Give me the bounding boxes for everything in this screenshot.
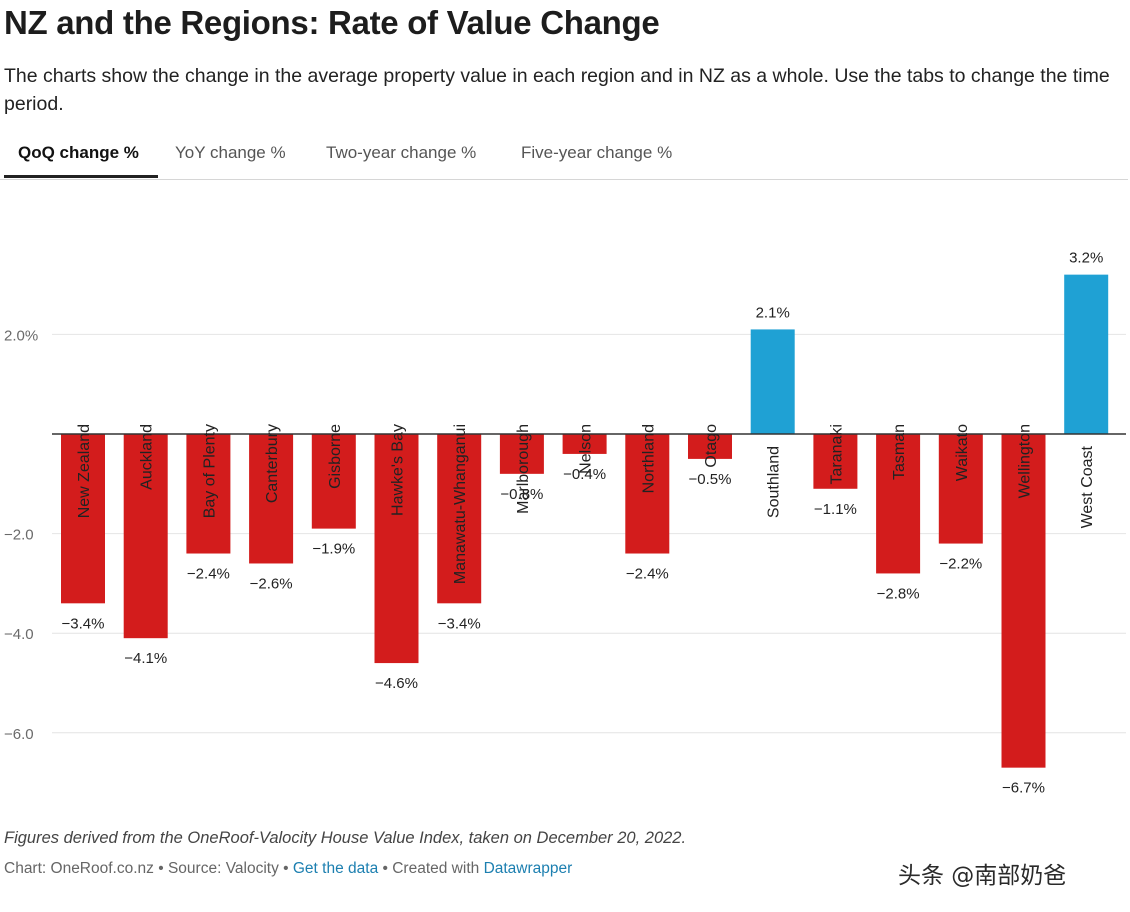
bar	[123, 434, 168, 639]
category-label: West Coast	[1079, 445, 1096, 528]
bar	[499, 434, 544, 474]
y-tick-label: 2.0%	[4, 327, 38, 344]
bar	[374, 434, 419, 664]
bar	[562, 434, 607, 454]
value-label: −1.1%	[814, 501, 857, 518]
category-label: Wellington	[1017, 424, 1034, 498]
tab-five-year-change[interactable]: Five-year change %	[521, 143, 673, 162]
credit-chart: Chart: OneRoof.co.nz	[4, 860, 154, 877]
bar	[1001, 434, 1046, 768]
category-label: Manawatu-Whanganui	[452, 424, 469, 584]
chart-credits: Chart: OneRoof.co.nz • Source: Valocity …	[4, 860, 572, 878]
value-label: −4.1%	[124, 650, 167, 667]
bar	[186, 434, 231, 554]
category-label: Marlborough	[515, 424, 532, 514]
category-label: Auckland	[139, 424, 156, 490]
bar	[876, 434, 921, 574]
value-label: −2.8%	[877, 585, 920, 602]
tab-two-year-change[interactable]: Two-year change %	[326, 143, 477, 162]
bar	[437, 434, 482, 604]
value-label: −4.6%	[375, 675, 418, 692]
y-tick-label: −4.0	[4, 626, 34, 643]
bar	[249, 434, 294, 564]
value-label: −0.4%	[563, 466, 606, 483]
value-label: −6.7%	[1002, 780, 1045, 797]
get-the-data-link[interactable]: Get the data	[292, 860, 379, 877]
value-label: −3.4%	[438, 615, 481, 632]
bar	[688, 434, 732, 459]
watermark: 头条 @南部奶爸	[898, 863, 1067, 889]
category-label: Hawke's Bay	[390, 424, 407, 516]
value-label: −2.2%	[939, 556, 982, 573]
value-label: −3.4%	[62, 615, 105, 632]
bar	[61, 434, 105, 604]
source-note: Figures derived from the OneRoof-Valocit…	[4, 829, 687, 847]
y-tick-label: −2.0	[4, 527, 34, 544]
value-label: −1.9%	[312, 541, 355, 558]
value-label: −0.8%	[500, 486, 543, 503]
datawrapper-link[interactable]: Datawrapper	[483, 860, 573, 877]
category-label: Northland	[640, 424, 657, 493]
bar	[625, 434, 670, 554]
category-label: Bay of Plenty	[201, 424, 218, 518]
value-label: −2.4%	[187, 566, 230, 583]
value-label: −2.6%	[250, 575, 293, 592]
value-label: −2.4%	[626, 566, 669, 583]
category-label: Waikato	[954, 424, 971, 481]
tab-qoq-change[interactable]: QoQ change %	[18, 143, 139, 162]
value-label: 3.2%	[1069, 250, 1103, 267]
tab-yoy-change[interactable]: YoY change %	[175, 143, 286, 162]
y-tick-label: −6.0	[4, 726, 34, 743]
bar	[750, 329, 795, 434]
category-label: Tasman	[891, 424, 908, 480]
credit-source: Source: Valocity	[167, 860, 279, 877]
bar	[938, 434, 983, 544]
category-label: New Zealand	[76, 424, 93, 518]
bar	[813, 434, 858, 489]
category-label: Otago	[703, 424, 720, 468]
category-label: Southland	[766, 446, 783, 518]
created-with-text: Created with	[392, 860, 480, 877]
category-label: Nelson	[578, 424, 595, 474]
category-label: Taranaki	[828, 424, 845, 484]
chart-title: NZ and the Regions: Rate of Value Change	[4, 4, 660, 41]
separator: •	[378, 860, 393, 877]
bar	[311, 434, 356, 529]
bar	[1064, 274, 1109, 434]
value-label: −0.5%	[689, 471, 732, 488]
category-label: Gisborne	[327, 424, 344, 489]
bar-chart: 2.0% −2.0 −4.0 −6.0 −3.4% −4.1% −2.4% −2.6% −1.9…	[4, 250, 1126, 797]
active-tab-indicator	[4, 175, 158, 178]
category-label: Canterbury	[264, 424, 281, 503]
separator: •	[153, 860, 168, 877]
separator: •	[278, 860, 293, 877]
value-label: 2.1%	[756, 304, 790, 321]
period-tabs: QoQ change % YoY change % Two-year chang…	[0, 133, 1128, 180]
chart-description: The charts show the change in the averag…	[4, 65, 1110, 115]
